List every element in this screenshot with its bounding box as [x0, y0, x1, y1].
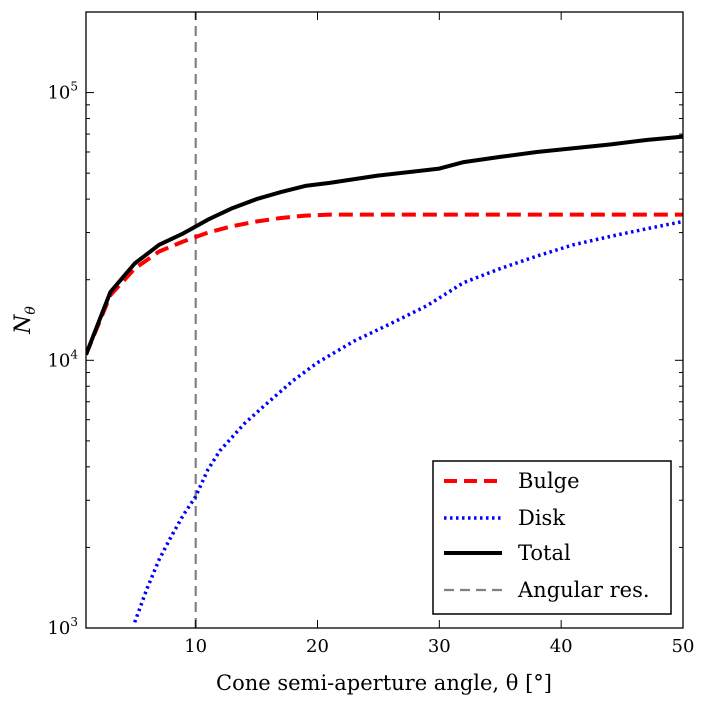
series-line-bulge: [86, 212, 683, 356]
legend-frame: [432, 460, 672, 615]
x-tick-label: 30: [428, 636, 451, 657]
y-axis-label-sub: θ: [23, 306, 39, 315]
x-tick-label: 20: [306, 636, 329, 657]
series-layer: [86, 12, 683, 628]
plot-area-frame: [85, 11, 684, 629]
y-tick-label: 104: [47, 347, 78, 371]
x-tick-label: 50: [672, 636, 695, 657]
legend-label-angular-res: Angular res.: [517, 578, 650, 602]
y-tick-label: 105: [47, 80, 78, 104]
legend-label-total: Total: [518, 541, 571, 565]
y-axis-label-main: N: [11, 314, 36, 335]
x-tick-label: 40: [550, 636, 573, 657]
series-line-total: [86, 134, 683, 356]
legend: Bulge Disk Total Angular res.: [432, 460, 672, 615]
legend-label-bulge: Bulge: [518, 469, 580, 493]
x-tick-label: 10: [184, 636, 207, 657]
y-tick-label: 103: [47, 615, 78, 639]
x-axis-label: Cone semi-aperture angle, θ [°]: [216, 671, 552, 695]
ticks-layer: 10 20 30 40 50 103 104 105: [47, 11, 695, 657]
y-axis-label: Nθ: [11, 306, 39, 335]
legend-label-disk: Disk: [518, 506, 565, 530]
